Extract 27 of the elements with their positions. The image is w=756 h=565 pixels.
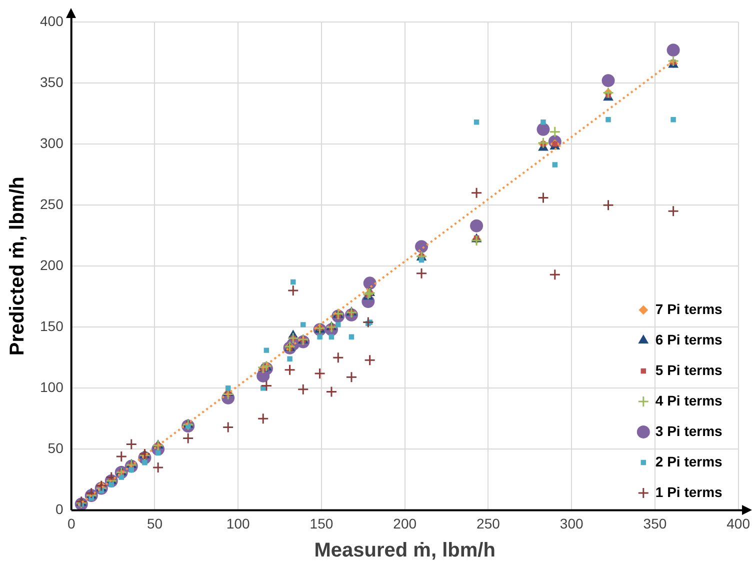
y-tick-label: 200 <box>40 256 64 273</box>
legend-label: 3 Pi terms <box>655 422 723 439</box>
x-tick-label: 400 <box>726 515 750 532</box>
x-tick-label: 100 <box>226 515 250 532</box>
y-tick-label: 50 <box>48 440 64 456</box>
y-tick-label: 400 <box>40 12 64 29</box>
y-axis-title: Predicted ṁ, lbm/h <box>6 176 29 356</box>
legend-label: 6 Pi terms <box>655 331 723 348</box>
legend-label: 4 Pi terms <box>655 392 723 408</box>
x-tick-label: 250 <box>476 515 500 532</box>
x-tick-label: 50 <box>146 515 163 532</box>
x-tick-label: 350 <box>643 515 667 532</box>
y-tick-label: 0 <box>56 501 64 518</box>
legend-label: 7 Pi terms <box>655 300 723 317</box>
y-tick-label: 250 <box>40 196 64 212</box>
y-tick-label: 300 <box>40 134 64 151</box>
legend-label: 1 Pi terms <box>655 484 723 500</box>
x-tick-label: 150 <box>310 515 334 532</box>
legend-label: 5 Pi terms <box>655 362 723 378</box>
legend-label: 2 Pi terms <box>655 453 723 470</box>
y-tick-label: 350 <box>40 74 64 90</box>
x-axis-title: Measured ṁ, lbm/h <box>314 540 496 562</box>
x-tick-label: 0 <box>67 515 76 532</box>
x-tick-label: 200 <box>393 515 417 532</box>
x-tick-label: 300 <box>560 515 584 532</box>
y-tick-label: 100 <box>40 379 64 396</box>
y-tick-label: 150 <box>40 318 64 334</box>
